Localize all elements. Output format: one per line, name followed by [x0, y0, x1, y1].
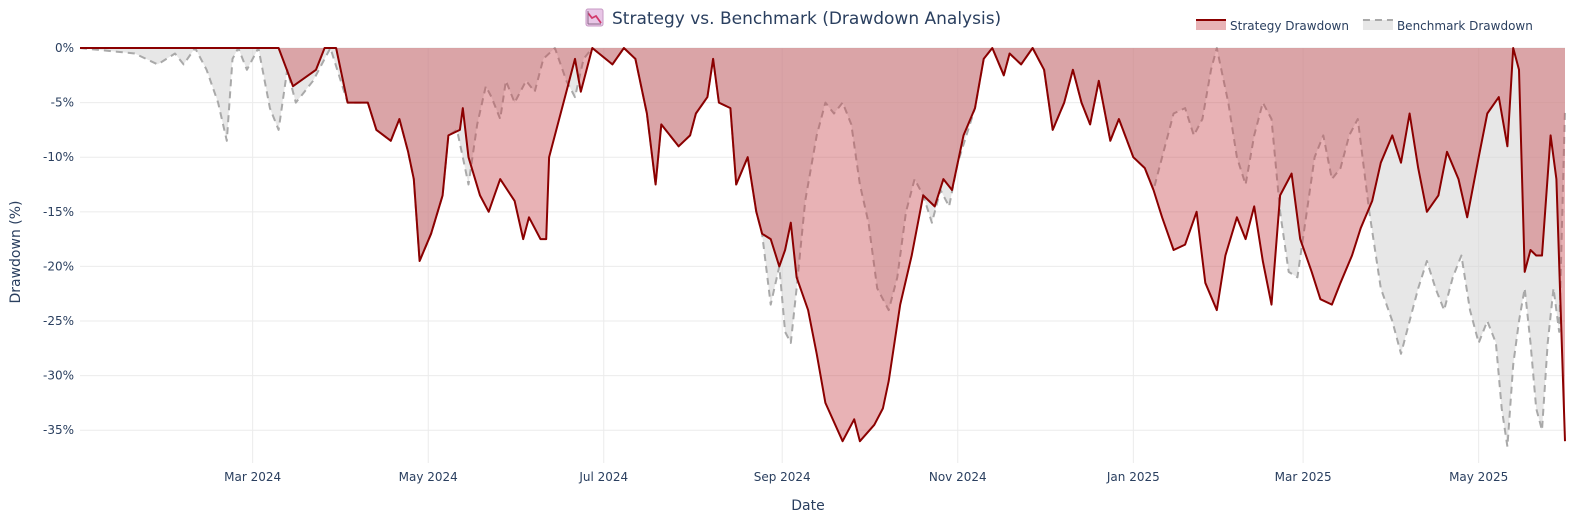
y-tick-label: -10% [43, 150, 74, 164]
y-tick-label: -20% [43, 259, 74, 273]
legend-item-benchmark-drawdown[interactable]: Benchmark Drawdown [1362, 19, 1533, 33]
x-tick-label: Nov 2024 [929, 470, 987, 484]
x-tick-label: Jul 2024 [578, 470, 628, 484]
y-tick-label: -30% [43, 369, 74, 383]
y-axis-title: Drawdown (%) [8, 200, 24, 303]
strategy-drawdown-line [80, 47, 1566, 443]
benchmark-drawdown-area [80, 48, 1565, 447]
strategy-drawdown-area [80, 48, 1565, 442]
y-tick-label: 0% [55, 41, 74, 55]
legend-label: Benchmark Drawdown [1397, 19, 1533, 33]
x-tick-label: May 2024 [399, 470, 458, 484]
legend-swatch [1362, 20, 1393, 30]
x-tick-label: Sep 2024 [754, 470, 811, 484]
x-axis-ticks: Mar 2024 May 2024 Jul 2024 Sep 2024 Nov 2024… [224, 470, 1508, 484]
legend-swatch [1196, 20, 1226, 30]
legend-item-strategy-drawdown[interactable]: Strategy Drawdown [1196, 19, 1349, 33]
x-tick-label: Jan 2025 [1106, 470, 1160, 484]
y-axis-ticks: 0% -5% -10% -15% -20% -25% -30% -35% [43, 41, 74, 437]
x-tick-label: May 2025 [1449, 470, 1508, 484]
x-tick-label: Mar 2024 [224, 470, 281, 484]
x-tick-label: Mar 2025 [1275, 470, 1332, 484]
y-tick-label: -15% [43, 205, 74, 219]
y-tick-label: -35% [43, 423, 74, 437]
chart-title: Strategy vs. Benchmark (Drawdown Analysi… [612, 9, 1001, 29]
chart-decreasing-icon [585, 8, 604, 27]
series-layer [79, 47, 1566, 448]
x-axis-title: Date [791, 498, 824, 514]
y-tick-label: -25% [43, 314, 74, 328]
y-tick-label: -5% [51, 96, 74, 110]
legend[interactable]: Strategy Drawdown Benchmark Drawdown [1196, 19, 1533, 33]
chart-title-group: Strategy vs. Benchmark (Drawdown Analysi… [585, 8, 1001, 29]
legend-label: Strategy Drawdown [1230, 19, 1349, 33]
